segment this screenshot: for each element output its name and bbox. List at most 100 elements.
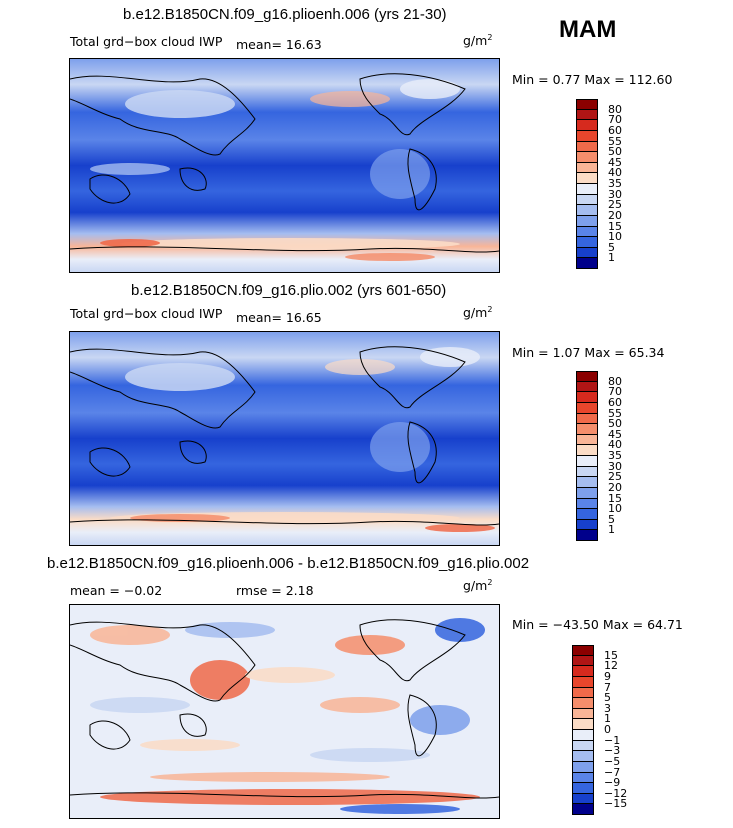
panel-3-units: g/m2 <box>463 578 492 593</box>
season-label: MAM <box>559 16 617 43</box>
colorbar-box <box>576 371 598 382</box>
panel-2-units: g/m2 <box>463 305 492 320</box>
colorbar-tick-label: 12 <box>604 659 618 673</box>
colorbar-tick-label: 3 <box>604 701 611 715</box>
panel-2-title: b.e12.B1850CN.f09_g16.plio.002 (yrs 601-… <box>131 282 447 299</box>
colorbar-tick-label: −5 <box>604 754 621 768</box>
colorbar-tick-label: 5 <box>608 512 615 526</box>
colorbar-box <box>576 99 598 110</box>
colorbar-box <box>572 740 594 752</box>
colorbar-tick-label: 70 <box>608 385 622 399</box>
colorbar-tick-label: −3 <box>604 744 621 758</box>
colorbar-box <box>572 655 594 667</box>
colorbar-box <box>576 173 598 184</box>
colorbar-tick-label: 20 <box>608 208 622 222</box>
colorbar-box <box>572 751 594 762</box>
colorbar-tick-label: 7 <box>604 680 611 694</box>
colorbar-box <box>572 730 594 741</box>
panel-3-minmax: Min = −43.50 Max = 64.71 <box>512 617 683 632</box>
colorbar-box <box>572 772 594 784</box>
panel-2-units-base: g/m <box>463 305 488 321</box>
panel-2-colorbar: 80 70 60 55 50 45 40 35 30 25 20 15 10 5 1 <box>576 371 622 541</box>
colorbar-tick-label: 70 <box>608 113 622 127</box>
colorbar-box <box>576 184 598 195</box>
panel-3-title: b.e12.B1850CN.f09_g16.plioenh.006 - b.e1… <box>47 555 530 572</box>
colorbar-box <box>576 258 598 269</box>
colorbar-tick-label: 80 <box>608 374 622 388</box>
colorbar-box <box>572 666 594 677</box>
colorbar-box <box>576 130 598 142</box>
colorbar-tick-label: −15 <box>604 797 628 811</box>
panel-2-variable-label: Total grd−box cloud IWP <box>70 306 223 321</box>
colorbar-tick-label: 45 <box>608 155 622 169</box>
colorbar-tick-label: −7 <box>604 765 621 779</box>
colorbar-tick-label: 0 <box>604 723 611 736</box>
colorbar-tick-label: 10 <box>608 230 622 244</box>
colorbar-box <box>572 687 594 699</box>
colorbar-box <box>576 141 598 153</box>
colorbar-box <box>576 247 598 259</box>
colorbar-tick-label: 30 <box>608 187 622 201</box>
panel-1-map <box>69 58 500 273</box>
colorbar-tick-label: 80 <box>608 102 622 116</box>
colorbar-box <box>576 413 598 425</box>
colorbar-tick-label: 15 <box>608 219 622 233</box>
colorbar-tick-label: 60 <box>608 395 622 409</box>
colorbar-box <box>572 719 594 730</box>
colorbar-box <box>576 237 598 248</box>
panel-1-colorbar: 80 70 60 55 50 45 40 35 30 25 20 15 10 5 1 <box>576 99 622 269</box>
colorbar-box <box>572 783 594 794</box>
colorbar-box <box>576 194 598 206</box>
colorbar-box <box>576 215 598 227</box>
colorbar-box <box>576 519 598 531</box>
colorbar-tick-label: 45 <box>608 427 622 441</box>
panel-2-minmax: Min = 1.07 Max = 65.34 <box>512 345 665 360</box>
colorbar-tick-label: 1 <box>604 712 611 726</box>
colorbar-box <box>572 761 594 773</box>
colorbar-tick-label: −9 <box>604 776 621 790</box>
colorbar-tick-label: 50 <box>608 417 622 431</box>
colorbar-box <box>576 424 598 435</box>
panel-2-map <box>69 331 500 546</box>
colorbar-tick-label: 15 <box>608 491 622 505</box>
colorbar-tick-label: 60 <box>608 123 622 137</box>
colorbar-tick-label: 20 <box>608 480 622 494</box>
panel-1-minmax: Min = 0.77 Max = 112.60 <box>512 72 673 87</box>
colorbar-box <box>576 487 598 499</box>
panel-3-colorbar: 15 12 9 7 5 3 1 0 −1 −3 −5 −7 −9 −12 −15 <box>572 645 627 815</box>
colorbar-box <box>576 445 598 456</box>
colorbar-tick-label: 5 <box>604 691 611 705</box>
colorbar-tick-label: −12 <box>604 786 628 800</box>
colorbar-box <box>572 804 594 815</box>
panel-3-map-svg <box>70 605 499 818</box>
colorbar-tick-label: 55 <box>608 406 622 420</box>
panel-1-map-svg <box>70 59 499 272</box>
colorbar-tick-label: −1 <box>604 733 621 747</box>
panel-3-map <box>69 604 500 819</box>
colorbar-box <box>576 456 598 467</box>
colorbar-tick-label: 10 <box>608 502 622 516</box>
panel-3-rmse-label: rmse = 2.18 <box>236 583 314 598</box>
panel-2-map-svg <box>70 332 499 545</box>
colorbar-box <box>576 381 598 393</box>
colorbar-box <box>576 402 598 414</box>
colorbar-box <box>576 109 598 121</box>
panel-2-mean-label: mean= 16.65 <box>236 310 322 325</box>
colorbar-tick-label: 1 <box>608 251 615 265</box>
panel-1-variable-label: Total grd−box cloud IWP <box>70 34 223 49</box>
panel-2-units-exp: 2 <box>487 305 493 314</box>
colorbar-box <box>572 645 594 656</box>
panel-1-title: b.e12.B1850CN.f09_g16.plioenh.006 (yrs 2… <box>123 6 447 23</box>
colorbar-tick-label: 5 <box>608 240 615 254</box>
panel-3-units-base: g/m <box>463 578 488 594</box>
colorbar-tick-label: 50 <box>608 145 622 159</box>
panel-1-mean-label: mean= 16.63 <box>236 37 322 52</box>
colorbar-box <box>572 793 594 805</box>
colorbar-box <box>576 498 598 510</box>
colorbar-box <box>576 162 598 174</box>
panel-1-units: g/m2 <box>463 33 492 48</box>
colorbar-box <box>576 392 598 403</box>
colorbar-box <box>576 120 598 131</box>
colorbar-box <box>572 708 594 720</box>
colorbar-box <box>576 466 598 478</box>
